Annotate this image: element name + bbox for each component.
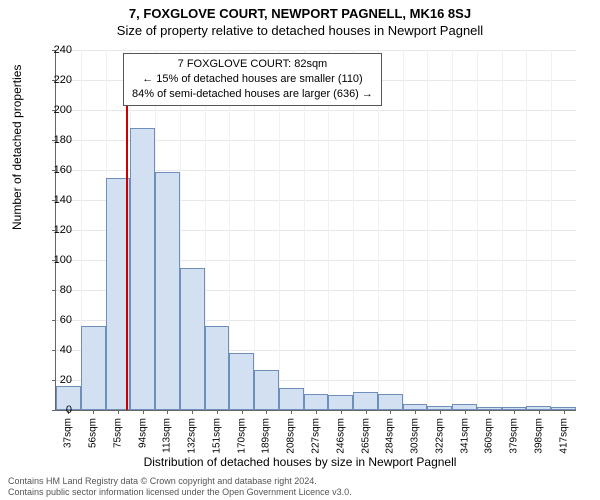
histogram-bar [378,394,403,411]
xtick-label: 379sqm [509,418,520,454]
histogram-bar [205,326,230,410]
xtick-mark [93,410,94,414]
xtick-mark [539,410,540,414]
annotation-line3: 84% of semi-detached houses are larger (… [132,87,373,102]
xtick-label: 170sqm [236,418,247,454]
histogram-bar [254,370,279,411]
ytick-label: 240 [42,44,72,56]
xtick-mark [390,410,391,414]
xtick-mark [341,410,342,414]
histogram-bar [229,353,254,410]
histogram-bar [155,172,180,411]
xtick-label: 37sqm [63,418,74,448]
xtick-mark [167,410,168,414]
xtick-mark [465,410,466,414]
gridline-h [56,50,576,51]
histogram-bar [130,128,155,410]
xtick-label: 284sqm [385,418,396,454]
gridline-v [477,50,478,410]
xtick-mark [514,410,515,414]
histogram-bar [328,395,353,410]
xtick-mark [143,410,144,414]
xtick-mark [440,410,441,414]
ytick-label: 60 [42,314,72,326]
histogram-bar [353,392,378,410]
xtick-mark [266,410,267,414]
gridline-v [427,50,428,410]
chart-title-line2: Size of property relative to detached ho… [0,21,600,38]
ytick-label: 40 [42,344,72,356]
xtick-label: 208sqm [286,418,297,454]
xtick-label: 151sqm [211,418,222,454]
chart-footer: Contains HM Land Registry data © Crown c… [8,476,352,498]
annotation-line2: ← 15% of detached houses are smaller (11… [132,72,373,87]
plot-area: 37sqm56sqm75sqm94sqm113sqm132sqm151sqm17… [55,50,575,410]
annotation-line1: 7 FOXGLOVE COURT: 82sqm [132,57,373,72]
ytick-label: 100 [42,254,72,266]
gridline-h [56,110,576,111]
y-axis-label: Number of detached properties [10,65,24,230]
xtick-label: 398sqm [533,418,544,454]
xtick-mark [118,410,119,414]
xtick-label: 189sqm [261,418,272,454]
xtick-label: 303sqm [410,418,421,454]
xtick-label: 132sqm [187,418,198,454]
xtick-label: 227sqm [311,418,322,454]
xtick-label: 113sqm [162,418,173,453]
histogram-bar [279,388,304,411]
footer-line2: Contains public sector information licen… [8,487,352,498]
xtick-mark [217,410,218,414]
xtick-mark [415,410,416,414]
xtick-label: 56sqm [88,418,99,448]
xtick-label: 322sqm [434,418,445,454]
ytick-label: 0 [42,404,72,416]
xtick-label: 265sqm [360,418,371,454]
xtick-mark [366,410,367,414]
xtick-label: 94sqm [137,418,148,448]
ytick-label: 20 [42,374,72,386]
xtick-mark [192,410,193,414]
chart-title-line1: 7, FOXGLOVE COURT, NEWPORT PAGNELL, MK16… [0,0,600,21]
xtick-mark [564,410,565,414]
ytick-label: 80 [42,284,72,296]
gridline-v [526,50,527,410]
ytick-label: 220 [42,74,72,86]
xtick-label: 341sqm [459,418,470,454]
x-axis-label: Distribution of detached houses by size … [0,455,600,469]
footer-line1: Contains HM Land Registry data © Crown c… [8,476,352,487]
annotation-box: 7 FOXGLOVE COURT: 82sqm ← 15% of detache… [123,53,382,106]
gridline-v [452,50,453,410]
ytick-label: 120 [42,224,72,236]
xtick-label: 75sqm [112,418,123,448]
xtick-label: 246sqm [335,418,346,454]
xtick-mark [316,410,317,414]
ytick-label: 180 [42,134,72,146]
chart-container: 7, FOXGLOVE COURT, NEWPORT PAGNELL, MK16… [0,0,600,500]
xtick-label: 417sqm [558,418,569,454]
ytick-label: 200 [42,104,72,116]
marker-line [126,80,128,410]
gridline-v [502,50,503,410]
ytick-label: 140 [42,194,72,206]
histogram-bar [81,326,106,410]
gridline-v [551,50,552,410]
histogram-bar [180,268,205,411]
xtick-label: 360sqm [484,418,495,454]
xtick-mark [489,410,490,414]
xtick-mark [242,410,243,414]
xtick-mark [291,410,292,414]
gridline-v [403,50,404,410]
histogram-bar [304,394,329,411]
ytick-label: 160 [42,164,72,176]
